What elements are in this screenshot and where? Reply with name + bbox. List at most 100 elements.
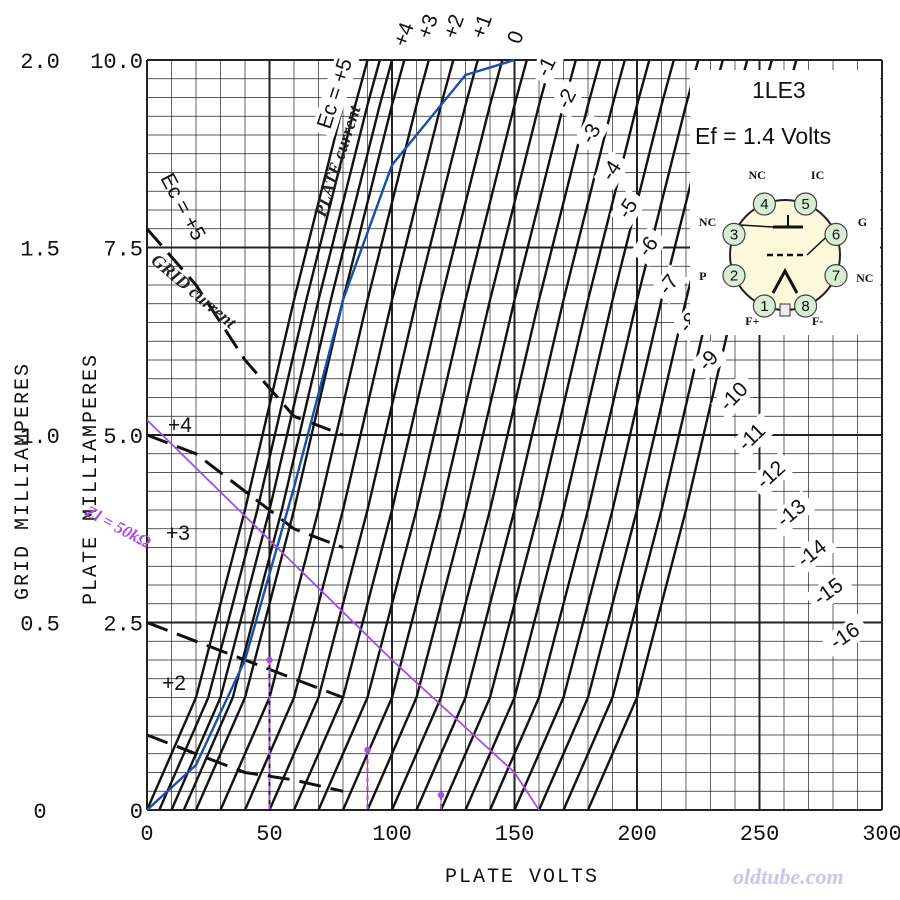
plate-curve [341,60,553,810]
grid-curve-label: Ec = +5 [156,170,210,245]
plate-curve-label-bg [710,372,759,421]
plate-curve-label-bg [437,9,471,48]
load-line-path [147,419,540,810]
plate-curve [268,60,479,810]
plate-curve-label-bg [529,46,565,87]
base-pin-number: 5 [801,196,809,213]
grid-current-annotation: GRID current [147,250,241,333]
base-pin [752,294,776,318]
base-key [779,303,791,317]
base-pin [722,222,746,246]
base-pin-label: IC [811,168,824,182]
plate-curve-label-bg [747,451,797,499]
grid-curve [146,433,344,549]
base-pin-number: 6 [832,226,840,243]
base-pin [752,192,776,216]
grid-tick-label: 0 [33,800,46,825]
base-pin [722,264,746,288]
base-pin-label: NC [856,271,873,285]
base-pin-label: F- [812,314,823,328]
plate-curve-label-bg [804,569,855,615]
plate-curve-label-bg [573,113,611,154]
curve-labels: Ec = +5+4+3+2+1 0-1-2-3-4-5-6-7-8-9-10-11… [156,9,871,695]
filament [771,267,799,294]
grid-tick-label: 0.5 [20,613,60,638]
plate-curve [170,60,381,810]
plate-curve-label-bg [411,9,445,48]
plate-tick-label: 0 [130,800,143,825]
base-pin-label: F+ [745,314,759,328]
highlight-curve [146,58,515,811]
plate-curve-label-bg [311,42,363,138]
grid-tick-label: 2.0 [20,50,60,75]
grid-curve-label: +3 [166,522,190,545]
operating-point [437,791,445,799]
x-tick-label: 0 [140,822,153,847]
plate-curve [194,60,406,810]
tube-base-diagram: 1F+ 2 P 3 NC 4 NC 5IC 6 G 7 NC 8F- [699,168,874,328]
x-tick-label: 150 [495,822,535,847]
axis-titles: PLATE VOLTS GRID MILLIAMPERES PLATE MILL… [12,353,599,889]
tube-info-panel: 1LE3 Ef = 1.4 Volts 1F+ 2 P 3 NC 4 NC 5IC 6 G 7 NC 8… [690,70,880,335]
plate-curve [158,60,369,810]
plate-curve-highlight [146,58,515,811]
plate-curve [488,60,700,810]
plate-curve-label-bg [629,226,669,267]
base-pin-number: 3 [730,226,738,243]
plate-curve-label-bg [820,613,871,659]
plate-lead [739,224,774,228]
plate-curve-label-bg [609,188,648,229]
plate-curve [182,60,394,810]
plate-curve-label-bg [465,9,499,48]
base-pin [824,222,848,246]
plate-curve-label-bg [549,78,586,119]
plate-curve-label-bg [501,25,531,53]
base-pin-label: NC [749,168,766,182]
plate-curve [390,60,602,810]
grid-curve [146,733,344,793]
base-pin-number: 1 [760,298,768,315]
base-pin-number: 2 [730,268,738,285]
plate-tick-label: 7.5 [103,238,143,263]
x-tick-label: 100 [372,822,412,847]
plate-curve [415,60,626,810]
plate-curve-label-bg [689,340,729,381]
x-tick-label: 200 [617,822,657,847]
curve-annotations: PLATE current GRID current Zl = 50kΩ [81,102,365,552]
x-tick-label: 50 [256,822,282,847]
axis-ticks: 0 50 100 150 200 250 300 0 2.5 5.0 7.5 10.0 0 0.5 1.0 1… [20,50,900,847]
base-pin-number: 8 [801,298,809,315]
operating-point [364,746,371,754]
tube-subtitle: Ef = 1.4 Volts [695,123,831,149]
x-tick-label: 300 [862,822,900,847]
load-line [147,419,540,810]
plate-curve [243,60,455,810]
chart-grid [146,59,883,811]
plate-curve [219,60,430,810]
base-pin-label: P [699,269,706,283]
base-pin-label: NC [699,215,716,229]
plate-curve-label-bg [788,530,838,577]
plate-curve-label-bg [650,264,689,305]
plate-curve-label-bg [387,17,421,56]
x-tick-label: 250 [740,822,780,847]
grid-curve-label: +4 [168,414,192,437]
operating-point [266,656,273,664]
plate-tick-label: 5.0 [103,425,143,450]
y-axis-left-title: GRID MILLIAMPERES [12,362,35,600]
x-axis-title: PLATE VOLTS [445,866,599,889]
plate-curve [292,60,504,810]
plate-curve [439,60,651,810]
plate-curve-label-bg [767,489,817,537]
base-pin [794,192,818,216]
base-pin [794,294,818,318]
watermark: oldtube.com [733,864,844,889]
plate-tick-label: 10.0 [90,50,143,75]
base-pin-number: 4 [760,196,768,213]
base-pin-number: 7 [832,268,840,285]
plate-curve [317,60,528,810]
plate-curve [464,60,675,810]
plate-curve-label-bg [729,412,778,461]
